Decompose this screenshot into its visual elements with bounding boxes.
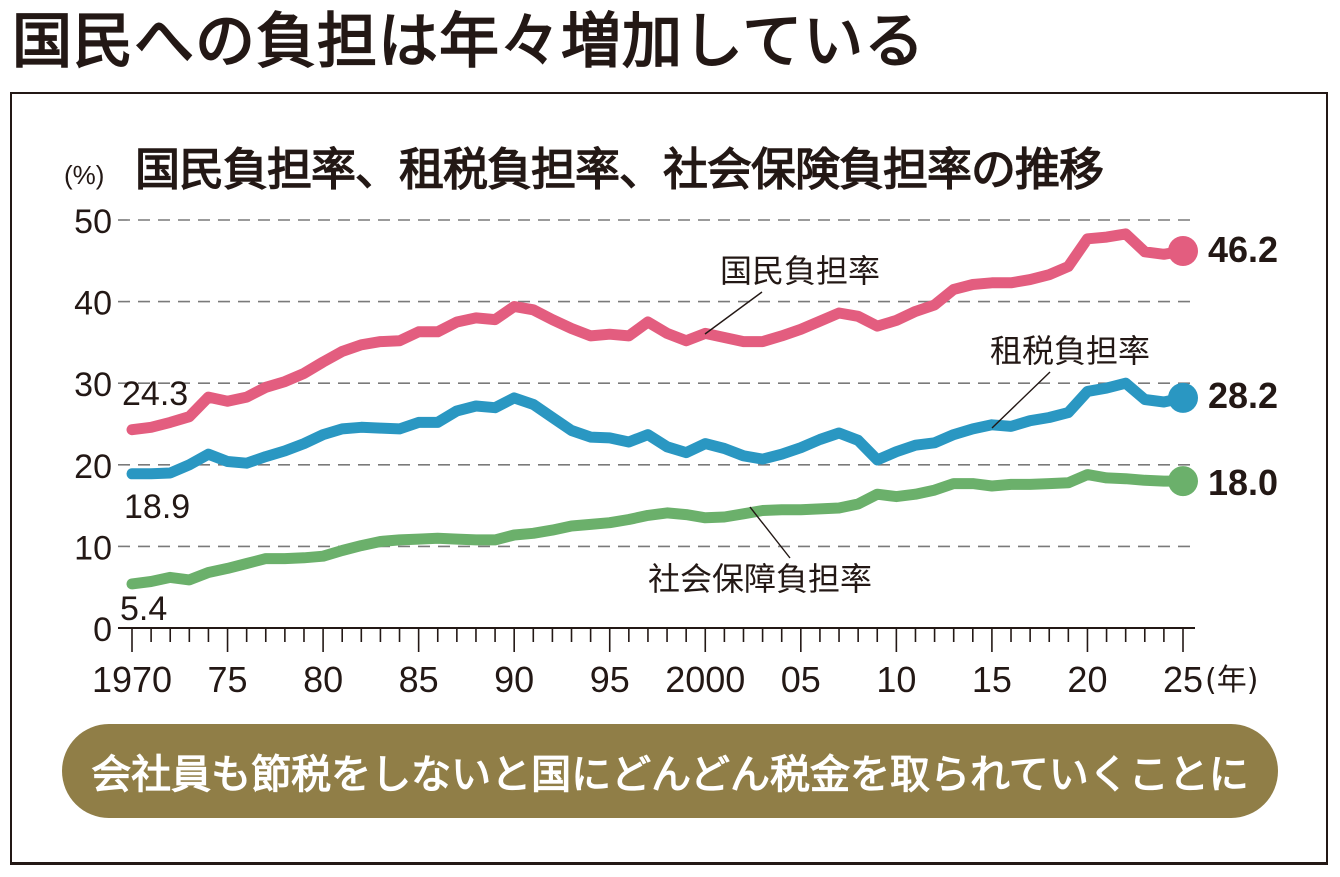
y-tick-label: 0 bbox=[93, 611, 112, 649]
end-value-label: 18.0 bbox=[1208, 462, 1278, 503]
x-tick-label: 20 bbox=[1067, 659, 1107, 700]
end-value-label: 46.2 bbox=[1208, 229, 1278, 270]
series-annotation-social: 社会保障負担率 bbox=[648, 560, 872, 598]
x-tick-label: 80 bbox=[303, 659, 343, 700]
series-annotation-national: 国民負担率 bbox=[720, 252, 880, 290]
x-tick-label: 75 bbox=[208, 659, 248, 700]
annotation-leader-line bbox=[991, 371, 1051, 429]
y-tick-label: 50 bbox=[74, 203, 112, 241]
start-value-label: 18.9 bbox=[124, 488, 190, 526]
end-point-national bbox=[1168, 236, 1198, 267]
series-line-tax bbox=[126, 377, 1189, 480]
y-tick-label: 30 bbox=[74, 366, 112, 404]
banner-text: 会社員も節税をしないと国にどんどん税金を取られていくことに bbox=[91, 752, 1249, 798]
end-point-tax bbox=[1168, 382, 1198, 413]
x-tick-label: 25 bbox=[1163, 659, 1203, 700]
x-tick-label: 85 bbox=[399, 659, 439, 700]
x-tick-label: 90 bbox=[494, 659, 534, 700]
x-tick-label: 95 bbox=[590, 659, 630, 700]
x-tick-label: 2000 bbox=[665, 659, 745, 700]
x-tick-label: 10 bbox=[876, 659, 916, 700]
x-axis-unit: (年) bbox=[1205, 663, 1258, 698]
y-tick-label: 40 bbox=[74, 285, 112, 323]
headline: 国民への負担は年々増加している bbox=[12, 7, 926, 77]
x-tick-label: 1970 bbox=[92, 659, 172, 700]
start-value-label: 24.3 bbox=[122, 375, 188, 413]
annotation-leader-line bbox=[704, 291, 763, 335]
y-axis-unit: (%) bbox=[64, 160, 105, 190]
end-value-label: 28.2 bbox=[1208, 375, 1278, 416]
annotation-leader-line bbox=[749, 506, 791, 559]
series-line-social bbox=[126, 469, 1189, 590]
end-point-social bbox=[1168, 466, 1198, 497]
x-tick-label: 15 bbox=[972, 659, 1012, 700]
series-line-national bbox=[126, 228, 1189, 436]
y-tick-label: 10 bbox=[74, 529, 112, 567]
chart-frame bbox=[10, 92, 1328, 865]
x-tick-label: 05 bbox=[781, 659, 821, 700]
series-annotation-tax: 租税負担率 bbox=[990, 332, 1150, 370]
start-value-label: 5.4 bbox=[120, 590, 167, 628]
chart-title: 国民負担率、租税負担率、社会保険負担率の推移 bbox=[135, 143, 1104, 196]
y-tick-label: 20 bbox=[74, 448, 112, 486]
summary-banner: 会社員も節税をしないと国にどんどん税金を取られていくことに bbox=[62, 724, 1278, 818]
